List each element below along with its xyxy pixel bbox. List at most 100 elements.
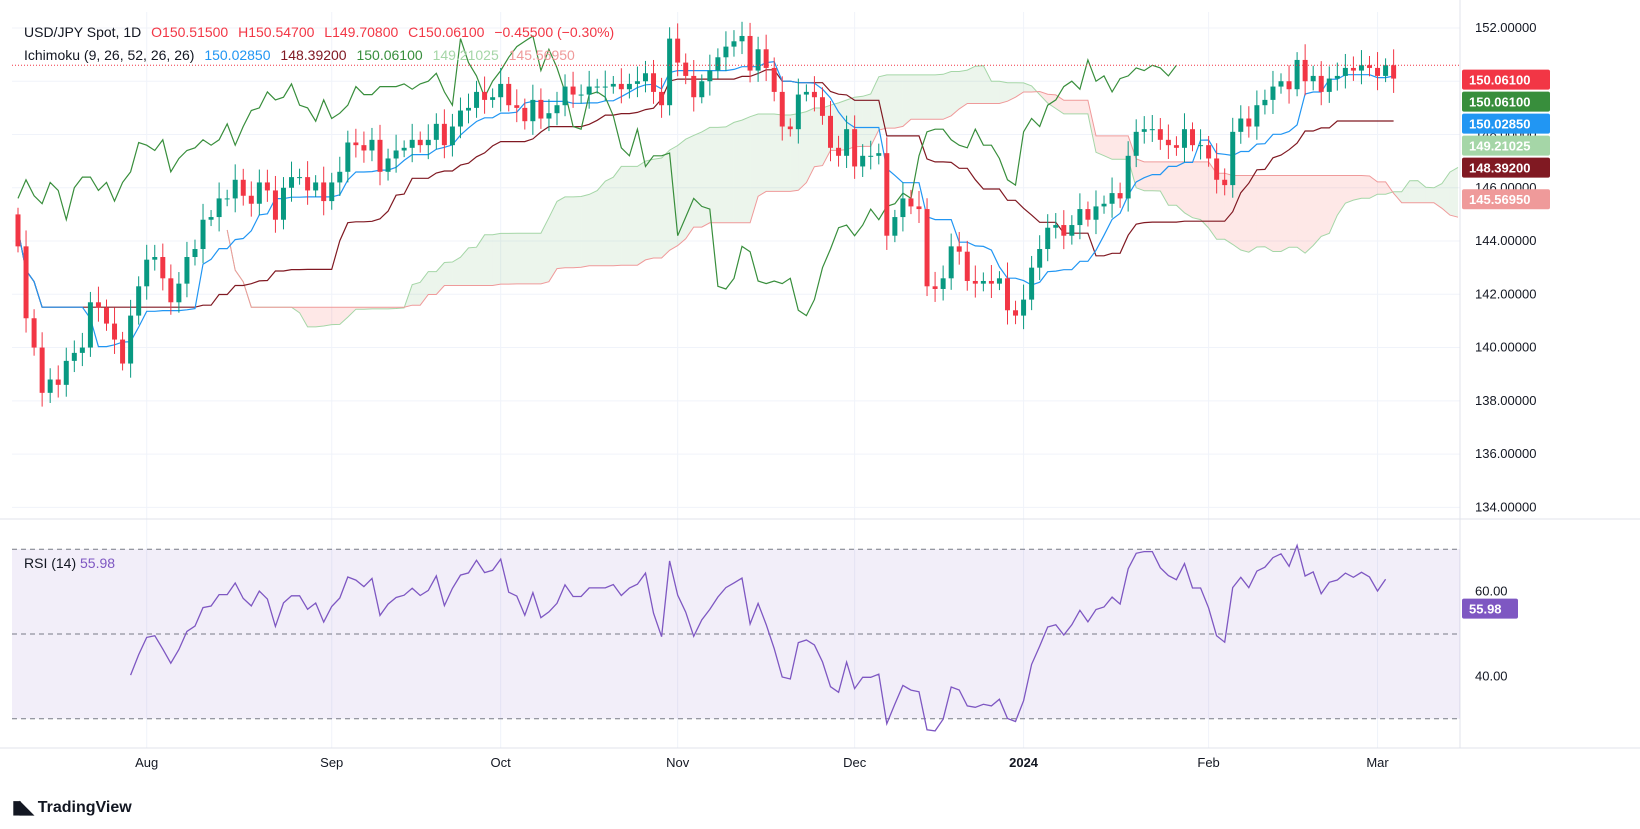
candle <box>763 34 769 82</box>
cloud-segment <box>1168 161 1177 206</box>
time-tick-label: Mar <box>1366 755 1389 770</box>
cloud-segment <box>1087 100 1096 153</box>
candle-body <box>578 94 584 96</box>
cloud-segment <box>717 126 726 223</box>
price-badge-label: 150.06100 <box>1469 95 1530 110</box>
cloud-segment <box>1200 161 1209 228</box>
price-tick-label: 140.00000 <box>1475 340 1536 355</box>
candle-body <box>280 187 286 220</box>
candle <box>908 189 914 215</box>
candle <box>47 368 53 403</box>
candle <box>1077 193 1083 240</box>
cloud-segment <box>645 159 654 260</box>
ichimoku-lines <box>17 35 1459 348</box>
candle <box>1391 49 1397 93</box>
candle-body <box>433 123 439 140</box>
candle <box>79 332 85 367</box>
cloud-segment <box>573 196 582 268</box>
candle <box>1149 114 1155 142</box>
rsi-badge: 55.98 <box>1462 598 1518 619</box>
cloud-segment <box>444 262 453 286</box>
candle-body <box>369 139 375 151</box>
cloud-segment <box>1264 175 1273 252</box>
candle <box>1350 56 1356 81</box>
cloud-segment <box>1079 100 1088 114</box>
tradingview-logo[interactable]: ▮◣ TradingView <box>12 797 132 818</box>
candle-body <box>224 198 230 200</box>
candle-body <box>79 347 85 353</box>
cloud-segment <box>1248 175 1257 253</box>
cloud-segment <box>1112 135 1121 160</box>
candle <box>787 118 793 137</box>
cloud-segment <box>1289 175 1298 248</box>
candle <box>916 190 922 223</box>
open-value: O150.51500 <box>151 24 229 40</box>
candle-body <box>441 123 447 146</box>
candle <box>95 286 101 322</box>
candle <box>868 140 874 170</box>
cloud-segment <box>878 74 887 131</box>
candle <box>369 127 375 162</box>
candle <box>128 299 134 378</box>
candle <box>184 241 190 298</box>
candle-body <box>530 99 536 122</box>
candle-body <box>417 139 423 146</box>
time-tick-label: Feb <box>1197 755 1219 770</box>
rsi-tick-label: 60.00 <box>1475 584 1508 599</box>
cloud-segment <box>943 71 952 120</box>
candle-body <box>1206 145 1212 159</box>
candle <box>739 21 745 55</box>
candle <box>490 88 496 108</box>
candle-body <box>474 91 480 108</box>
candle-body <box>1029 267 1035 300</box>
candle <box>1029 255 1035 311</box>
cloud-segment <box>1063 100 1072 114</box>
candle-body <box>71 352 77 361</box>
candle-body <box>449 126 455 146</box>
candle-body <box>15 214 21 247</box>
cloud-segment <box>1152 161 1161 192</box>
price-badge: 150.02850 <box>1462 113 1550 134</box>
candle <box>988 265 994 298</box>
candle <box>63 347 69 397</box>
cloud-segment <box>1232 175 1241 251</box>
candle-body <box>192 249 198 258</box>
price-badge-bg <box>1462 189 1550 210</box>
candle <box>530 84 536 135</box>
candle <box>618 68 624 104</box>
candle-body <box>1262 99 1268 106</box>
candle-body <box>610 83 616 87</box>
candle-body <box>482 91 488 100</box>
cloud-segment <box>428 271 437 295</box>
candle <box>1198 129 1204 160</box>
candle <box>1302 44 1308 96</box>
cloud-segment <box>1007 82 1016 102</box>
candle <box>1133 119 1139 168</box>
candle <box>852 115 858 179</box>
cloud-segment <box>975 65 984 104</box>
cloud-segment <box>894 74 903 129</box>
candle <box>1037 235 1043 281</box>
cloud-segment <box>1120 135 1129 160</box>
high-value: H150.54700 <box>238 24 315 40</box>
ichimoku-span-a-value: 149.21025 <box>432 47 499 63</box>
candle-body <box>160 257 166 279</box>
candle <box>844 115 850 168</box>
cloud-segment <box>1361 175 1370 199</box>
candle-body <box>538 99 544 119</box>
candle <box>313 175 319 197</box>
cloud-segment <box>1305 175 1314 254</box>
candle-body <box>570 86 576 95</box>
candle <box>321 166 327 216</box>
candle-body <box>377 139 383 172</box>
candle-body <box>1085 209 1091 220</box>
cloud-segment <box>508 233 517 285</box>
candle <box>39 332 45 407</box>
candle-body <box>811 91 817 98</box>
price-badge: 149.21025 <box>1462 135 1550 156</box>
candle-body <box>932 286 938 289</box>
candle-body <box>466 107 471 111</box>
